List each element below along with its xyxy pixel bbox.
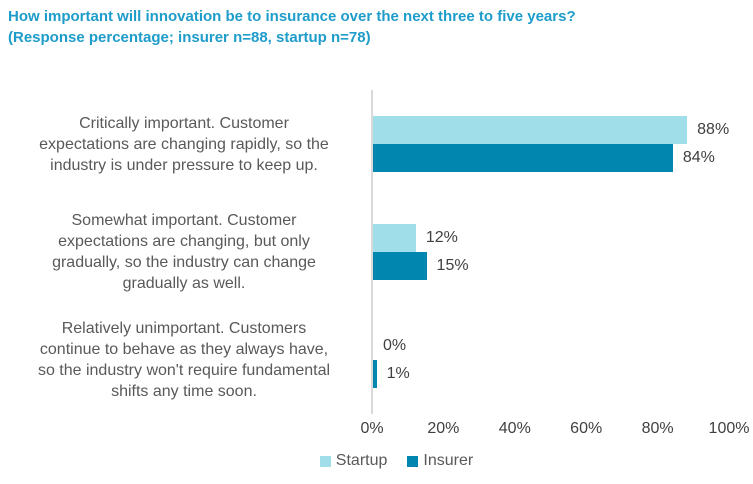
insurer-bar: [373, 360, 377, 388]
x-axis-tick-100: 100%: [708, 420, 750, 437]
startup-value-label: 12%: [425, 229, 458, 246]
legend-label-insurer: Insurer: [423, 452, 474, 469]
bar-pair: 88% 84%: [371, 90, 730, 198]
plot-area: Critically important. Customer expectati…: [8, 90, 730, 414]
chart-title-line1: How important will innovation be to insu…: [8, 8, 576, 25]
chart-title: How important will innovation be to insu…: [8, 6, 576, 48]
insurer-bar-row: 84%: [373, 144, 730, 172]
category-group-relatively-unimportant: Relatively unimportant. Customers contin…: [8, 306, 730, 414]
startup-bar: [373, 116, 688, 144]
insurer-bar-row: 1%: [373, 360, 730, 388]
insurer-value-label: 15%: [436, 257, 469, 274]
insurer-value-label: 84%: [682, 149, 715, 166]
startup-value-label: 88%: [697, 121, 730, 138]
bar-pair: 12% 15%: [371, 198, 730, 306]
insurer-swatch-icon: [407, 455, 419, 467]
startup-bar: [373, 224, 416, 252]
insurer-bar: [373, 252, 427, 280]
x-axis-tick-60: 60%: [570, 420, 603, 437]
bar-pair: 0% 1%: [371, 306, 730, 414]
legend-item-insurer: Insurer: [407, 452, 473, 470]
x-axis-tick-20: 20%: [427, 420, 460, 437]
x-axis-tick-0: 0%: [360, 420, 384, 437]
x-axis-tick-40: 40%: [498, 420, 531, 437]
legend-label-startup: Startup: [335, 452, 388, 469]
startup-bar-row: 12%: [373, 224, 730, 252]
startup-bar-row: 88%: [373, 116, 730, 144]
category-label: Somewhat important. Customer expectation…: [52, 212, 316, 292]
chart-title-line2: (Response percentage; insurer n=88, star…: [8, 29, 371, 46]
insurer-bar-row: 15%: [373, 252, 730, 280]
insurer-bar: [373, 144, 673, 172]
startup-value-label: 0%: [383, 337, 407, 354]
startup-swatch-icon: [319, 455, 331, 467]
legend: Startup Insurer: [0, 452, 753, 470]
category-label: Critically important. Customer expectati…: [39, 114, 329, 174]
x-axis: 0% 20% 40% 60% 80% 100%: [360, 420, 749, 440]
insurer-value-label: 1%: [386, 365, 410, 382]
startup-bar-row: 0%: [373, 332, 730, 360]
legend-item-startup: Startup: [319, 452, 388, 470]
x-axis-tick-80: 80%: [641, 420, 674, 437]
category-label: Relatively unimportant. Customers contin…: [37, 320, 331, 400]
category-group-somewhat-important: Somewhat important. Customer expectation…: [8, 198, 730, 306]
category-group-critically-important: Critically important. Customer expectati…: [8, 90, 730, 198]
